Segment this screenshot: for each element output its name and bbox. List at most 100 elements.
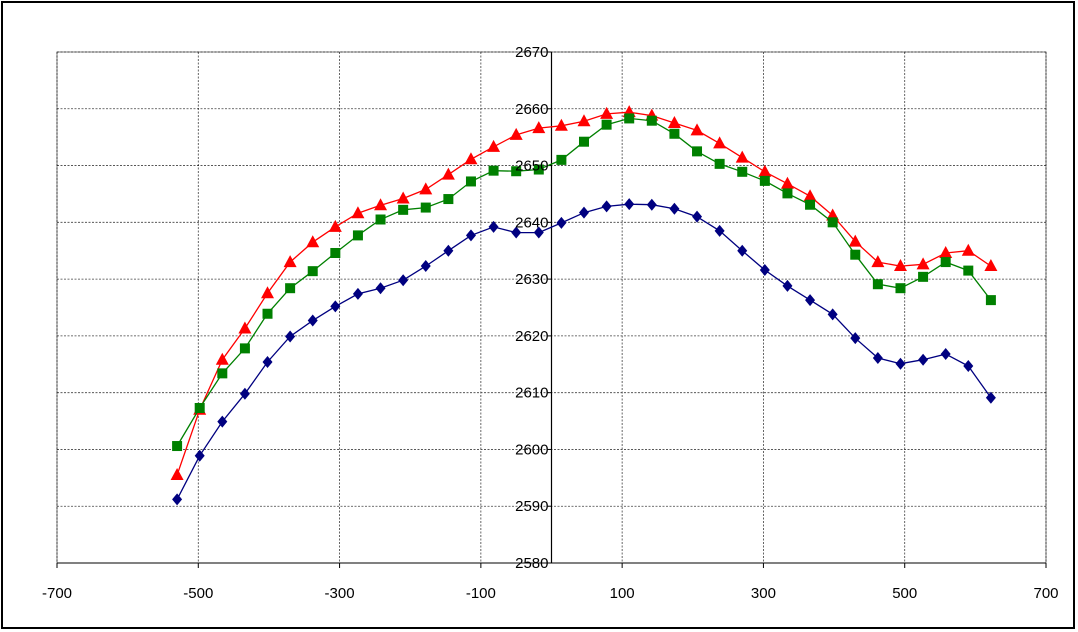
square-point <box>692 146 703 157</box>
diamond-point <box>918 353 929 366</box>
square-point <box>375 214 386 225</box>
diamond-point <box>714 224 725 237</box>
series-group <box>170 105 998 506</box>
y-tick-label: 2640 <box>515 214 548 231</box>
x-tick-label: 300 <box>751 585 776 602</box>
triangle-point <box>238 321 252 334</box>
diamond-point <box>805 294 816 307</box>
square-point <box>827 217 838 228</box>
square-point <box>737 166 748 177</box>
diamond-point <box>533 226 544 239</box>
square-point <box>850 249 861 260</box>
triangle-point <box>374 198 388 211</box>
triangle-point <box>554 118 568 131</box>
y-tick-label: 2590 <box>515 498 548 515</box>
square-point <box>420 202 431 213</box>
diamond-point <box>420 260 431 273</box>
square-point <box>307 266 318 277</box>
x-tick-label: -300 <box>325 585 355 602</box>
square-point <box>217 368 228 379</box>
y-tick-label: 2610 <box>515 385 548 402</box>
triangle-point <box>487 139 501 152</box>
x-tick-label: 500 <box>892 585 917 602</box>
triangle-point <box>261 286 275 299</box>
triangle-point <box>803 189 817 202</box>
square-point <box>352 230 363 241</box>
y-tick-label: 2650 <box>515 158 548 175</box>
diamond-point <box>646 198 657 211</box>
square-point <box>285 283 296 294</box>
square-point <box>556 154 567 165</box>
series-line-square <box>176 117 992 447</box>
x-tick-label: -100 <box>466 585 496 602</box>
diamond-point <box>262 356 273 369</box>
triangle-point <box>780 176 794 189</box>
y-tick-label: 2630 <box>515 271 548 288</box>
diamond-point <box>352 287 363 300</box>
x-tick-label: 100 <box>610 585 635 602</box>
square-point <box>443 194 454 205</box>
diamond-point <box>940 348 951 361</box>
diamond-point <box>963 359 974 372</box>
square-point <box>194 402 205 413</box>
diamond-point <box>375 282 386 295</box>
square-point <box>805 199 816 210</box>
square-point <box>940 257 951 268</box>
diamond-point <box>330 300 341 313</box>
triangle-point <box>419 182 433 195</box>
diamond-point <box>217 415 228 428</box>
triangle-point <box>735 150 749 163</box>
square-point <box>918 271 929 282</box>
series-line-triangle <box>176 111 992 476</box>
diamond-point <box>692 210 703 223</box>
diamond-point <box>556 216 567 229</box>
y-tick-label: 2580 <box>515 555 548 572</box>
diamond-point <box>827 308 838 321</box>
square-point <box>895 283 906 294</box>
diamond-point <box>285 330 296 343</box>
diamond-point <box>172 493 183 506</box>
diamond-point <box>194 449 205 462</box>
triangle-point <box>306 235 320 248</box>
triangle-point <box>283 255 297 268</box>
triangle-point <box>961 243 975 256</box>
square-point <box>398 204 409 215</box>
square-point <box>578 136 589 147</box>
tick-labels: 2580 2590 2600 2610 2620 2630 2640 2650 2660 2670… <box>42 44 1059 602</box>
triangle-point <box>758 164 772 177</box>
diamond-point <box>624 198 635 211</box>
square-point <box>714 158 725 169</box>
square-point <box>172 441 183 452</box>
diamond-point <box>737 244 748 257</box>
diamond-point <box>601 200 612 213</box>
square-point <box>533 164 544 175</box>
square-point <box>511 166 522 177</box>
triangle-point <box>984 259 998 272</box>
diamond-point <box>443 244 454 257</box>
triangle-point <box>893 259 907 272</box>
square-point <box>262 308 273 319</box>
diamond-point <box>850 332 861 345</box>
x-tick-label: -700 <box>42 585 72 602</box>
square-point <box>330 247 341 258</box>
diamond-point <box>398 274 409 287</box>
triangle-point <box>441 167 455 180</box>
triangle-point <box>871 255 885 268</box>
diamond-point <box>985 391 996 404</box>
axes <box>56 51 1047 568</box>
series-line-diamond <box>176 203 992 500</box>
y-tick-label: 2660 <box>515 101 548 118</box>
square-point <box>465 176 476 187</box>
x-tick-label: -500 <box>183 585 213 602</box>
diamond-point <box>895 357 906 370</box>
triangle-point <box>690 123 704 136</box>
triangle-point <box>351 206 365 219</box>
triangle-point <box>328 219 342 232</box>
diamond-point <box>511 226 522 239</box>
diamond-point <box>239 387 250 400</box>
square-point <box>646 115 657 126</box>
triangle-point <box>600 106 614 119</box>
triangle-point <box>464 152 478 165</box>
square-point <box>985 295 996 306</box>
